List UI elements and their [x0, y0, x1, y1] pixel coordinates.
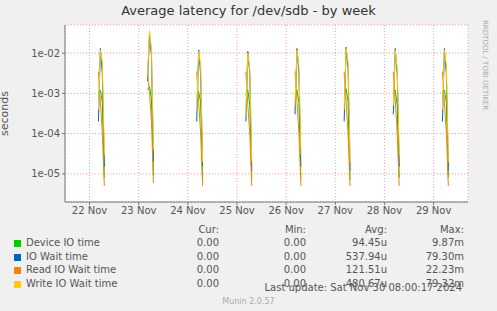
- html-text:Munin 2.0.57: Munin 2.0.57: [222, 297, 275, 306]
- html-text:Max:: Max:: [440, 224, 464, 235]
- html-text:0.00: 0.00: [196, 277, 219, 289]
- svg-text:22 Nov: 22 Nov: [72, 205, 108, 216]
- svg-text:1e-05: 1e-05: [31, 168, 60, 179]
- html-text:79.30m: 79.30m: [425, 250, 464, 262]
- svg-text:23 Nov: 23 Nov: [121, 205, 157, 216]
- html-text:121.51u: 121.51u: [345, 264, 387, 275]
- html-text:Write IO Wait time: Write IO Wait time: [26, 277, 118, 289]
- html-text:Read IO Wait time: Read IO Wait time: [26, 264, 117, 275]
- svg-text:27 Nov: 27 Nov: [318, 205, 354, 216]
- svg-text:1e-03: 1e-03: [31, 88, 60, 99]
- html-text:0.00: 0.00: [283, 264, 306, 275]
- html-text:0.00: 0.00: [283, 250, 306, 262]
- svg-text:29 Nov: 29 Nov: [416, 205, 452, 216]
- html-text:RRDTOOL / TOBI OETIKER: RRDTOOL / TOBI OETIKER: [481, 20, 489, 111]
- html-text:Last update: Sat Nov 30 08:00:: Last update: Sat Nov 30 08:00:17 2024: [264, 282, 462, 293]
- html-text:9.87m: 9.87m: [432, 237, 464, 248]
- html-text:480.67u: 480.67u: [345, 277, 387, 289]
- html-text:Avg:: Avg:: [365, 224, 387, 235]
- html-text:22.23m: 22.23m: [425, 264, 464, 275]
- svg-text:seconds: seconds: [8, 91, 11, 136]
- svg-text:26 Nov: 26 Nov: [268, 205, 304, 216]
- svg-text:25 Nov: 25 Nov: [219, 205, 255, 216]
- html-text:0.00: 0.00: [196, 237, 219, 248]
- svg-text:1e-02: 1e-02: [31, 48, 60, 59]
- html-text:0.00: 0.00: [196, 250, 219, 262]
- html-text:0.00: 0.00: [196, 264, 219, 275]
- html-text:537.94u: 537.94u: [345, 250, 387, 262]
- html-text:79.32m: 79.32m: [425, 277, 464, 289]
- html-text:Average latency for /dev/sdb -: Average latency for /dev/sdb - by week: [121, 3, 376, 18]
- html-text:IO Wait time: IO Wait time: [26, 250, 88, 262]
- html-text:Cur:: Cur:: [198, 224, 219, 235]
- html-text:94.45u: 94.45u: [352, 237, 387, 248]
- svg-text:28 Nov: 28 Nov: [367, 205, 403, 216]
- html-text:0.00: 0.00: [283, 237, 306, 248]
- svg-text:24 Nov: 24 Nov: [170, 205, 206, 216]
- html-text:Min:: Min:: [284, 224, 306, 235]
- html-text:Device IO time: Device IO time: [26, 237, 100, 248]
- svg-text:1e-04: 1e-04: [31, 128, 60, 139]
- html-text:0.00: 0.00: [283, 277, 306, 289]
